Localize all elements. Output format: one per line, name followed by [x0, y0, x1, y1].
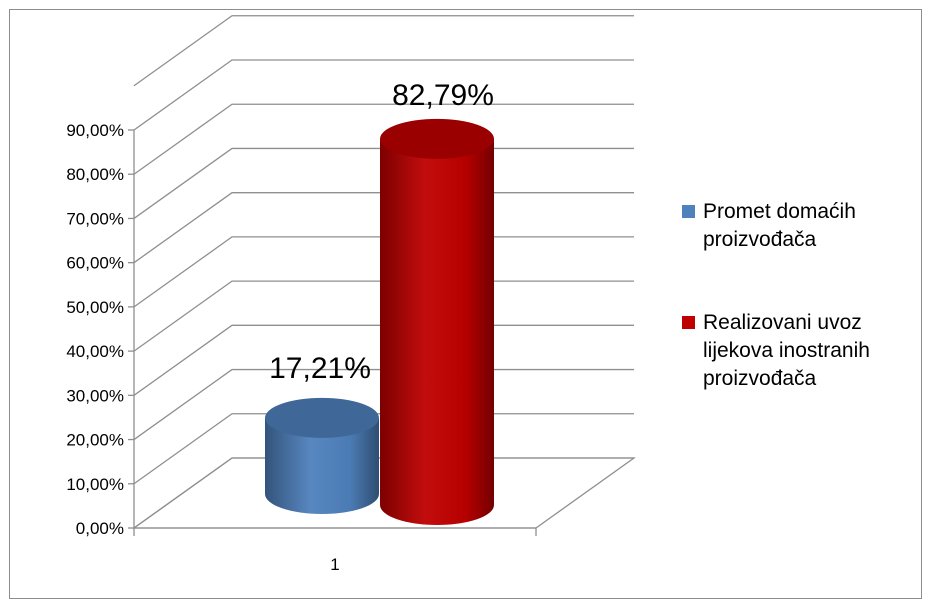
gridline	[133, 280, 634, 352]
gridline	[133, 192, 634, 264]
y-tick-labels: 0,00% 10,00% 20,00% 30,00% 40,00% 50,00% 60,00…	[66, 121, 124, 538]
legend-label: Promet domaćih	[703, 200, 856, 223]
bar-top-domestic	[265, 397, 379, 438]
bar-domestic	[265, 417, 379, 514]
bars	[265, 118, 494, 525]
legend-swatch	[682, 316, 695, 329]
data-labels: 17,21% 82,79%	[269, 79, 494, 385]
gridline	[133, 236, 634, 308]
axes	[128, 129, 537, 536]
gridlines	[133, 15, 634, 529]
gridline	[133, 368, 634, 441]
legend-label: proizvođača	[703, 228, 817, 251]
bar-top-imported	[380, 118, 494, 159]
y-tick-label: 40,00%	[66, 342, 124, 361]
gridline	[133, 457, 634, 529]
y-tick-label: 80,00%	[66, 165, 124, 184]
legend-label: lijekova inostranih	[703, 339, 870, 362]
data-label: 17,21%	[269, 352, 371, 385]
y-tick-label: 90,00%	[66, 121, 124, 140]
y-tick-label: 0,00%	[76, 519, 124, 538]
y-tick-label: 30,00%	[66, 386, 124, 405]
y-tick-label: 50,00%	[66, 298, 124, 317]
gridline	[133, 15, 634, 87]
legend-label: Realizovani uvoz	[703, 311, 862, 334]
y-tick-label: 20,00%	[66, 431, 124, 450]
gridline	[133, 59, 634, 131]
data-label: 82,79%	[392, 79, 494, 112]
gridline	[133, 413, 634, 485]
gridline	[133, 103, 634, 175]
y-tick-label: 70,00%	[66, 209, 124, 228]
gridline	[133, 147, 634, 219]
legend: Promet domaćih proizvođača Realizovani uvo…	[682, 200, 870, 390]
legend-label: proizvođača	[703, 367, 817, 390]
x-tick-label: 1	[330, 555, 339, 574]
bar-imported	[380, 138, 494, 525]
y-tick-label: 60,00%	[66, 254, 124, 273]
x-tick-labels: 1	[330, 555, 339, 574]
y-tick-label: 10,00%	[66, 475, 124, 494]
legend-swatch	[682, 205, 695, 218]
gridline	[133, 324, 634, 396]
